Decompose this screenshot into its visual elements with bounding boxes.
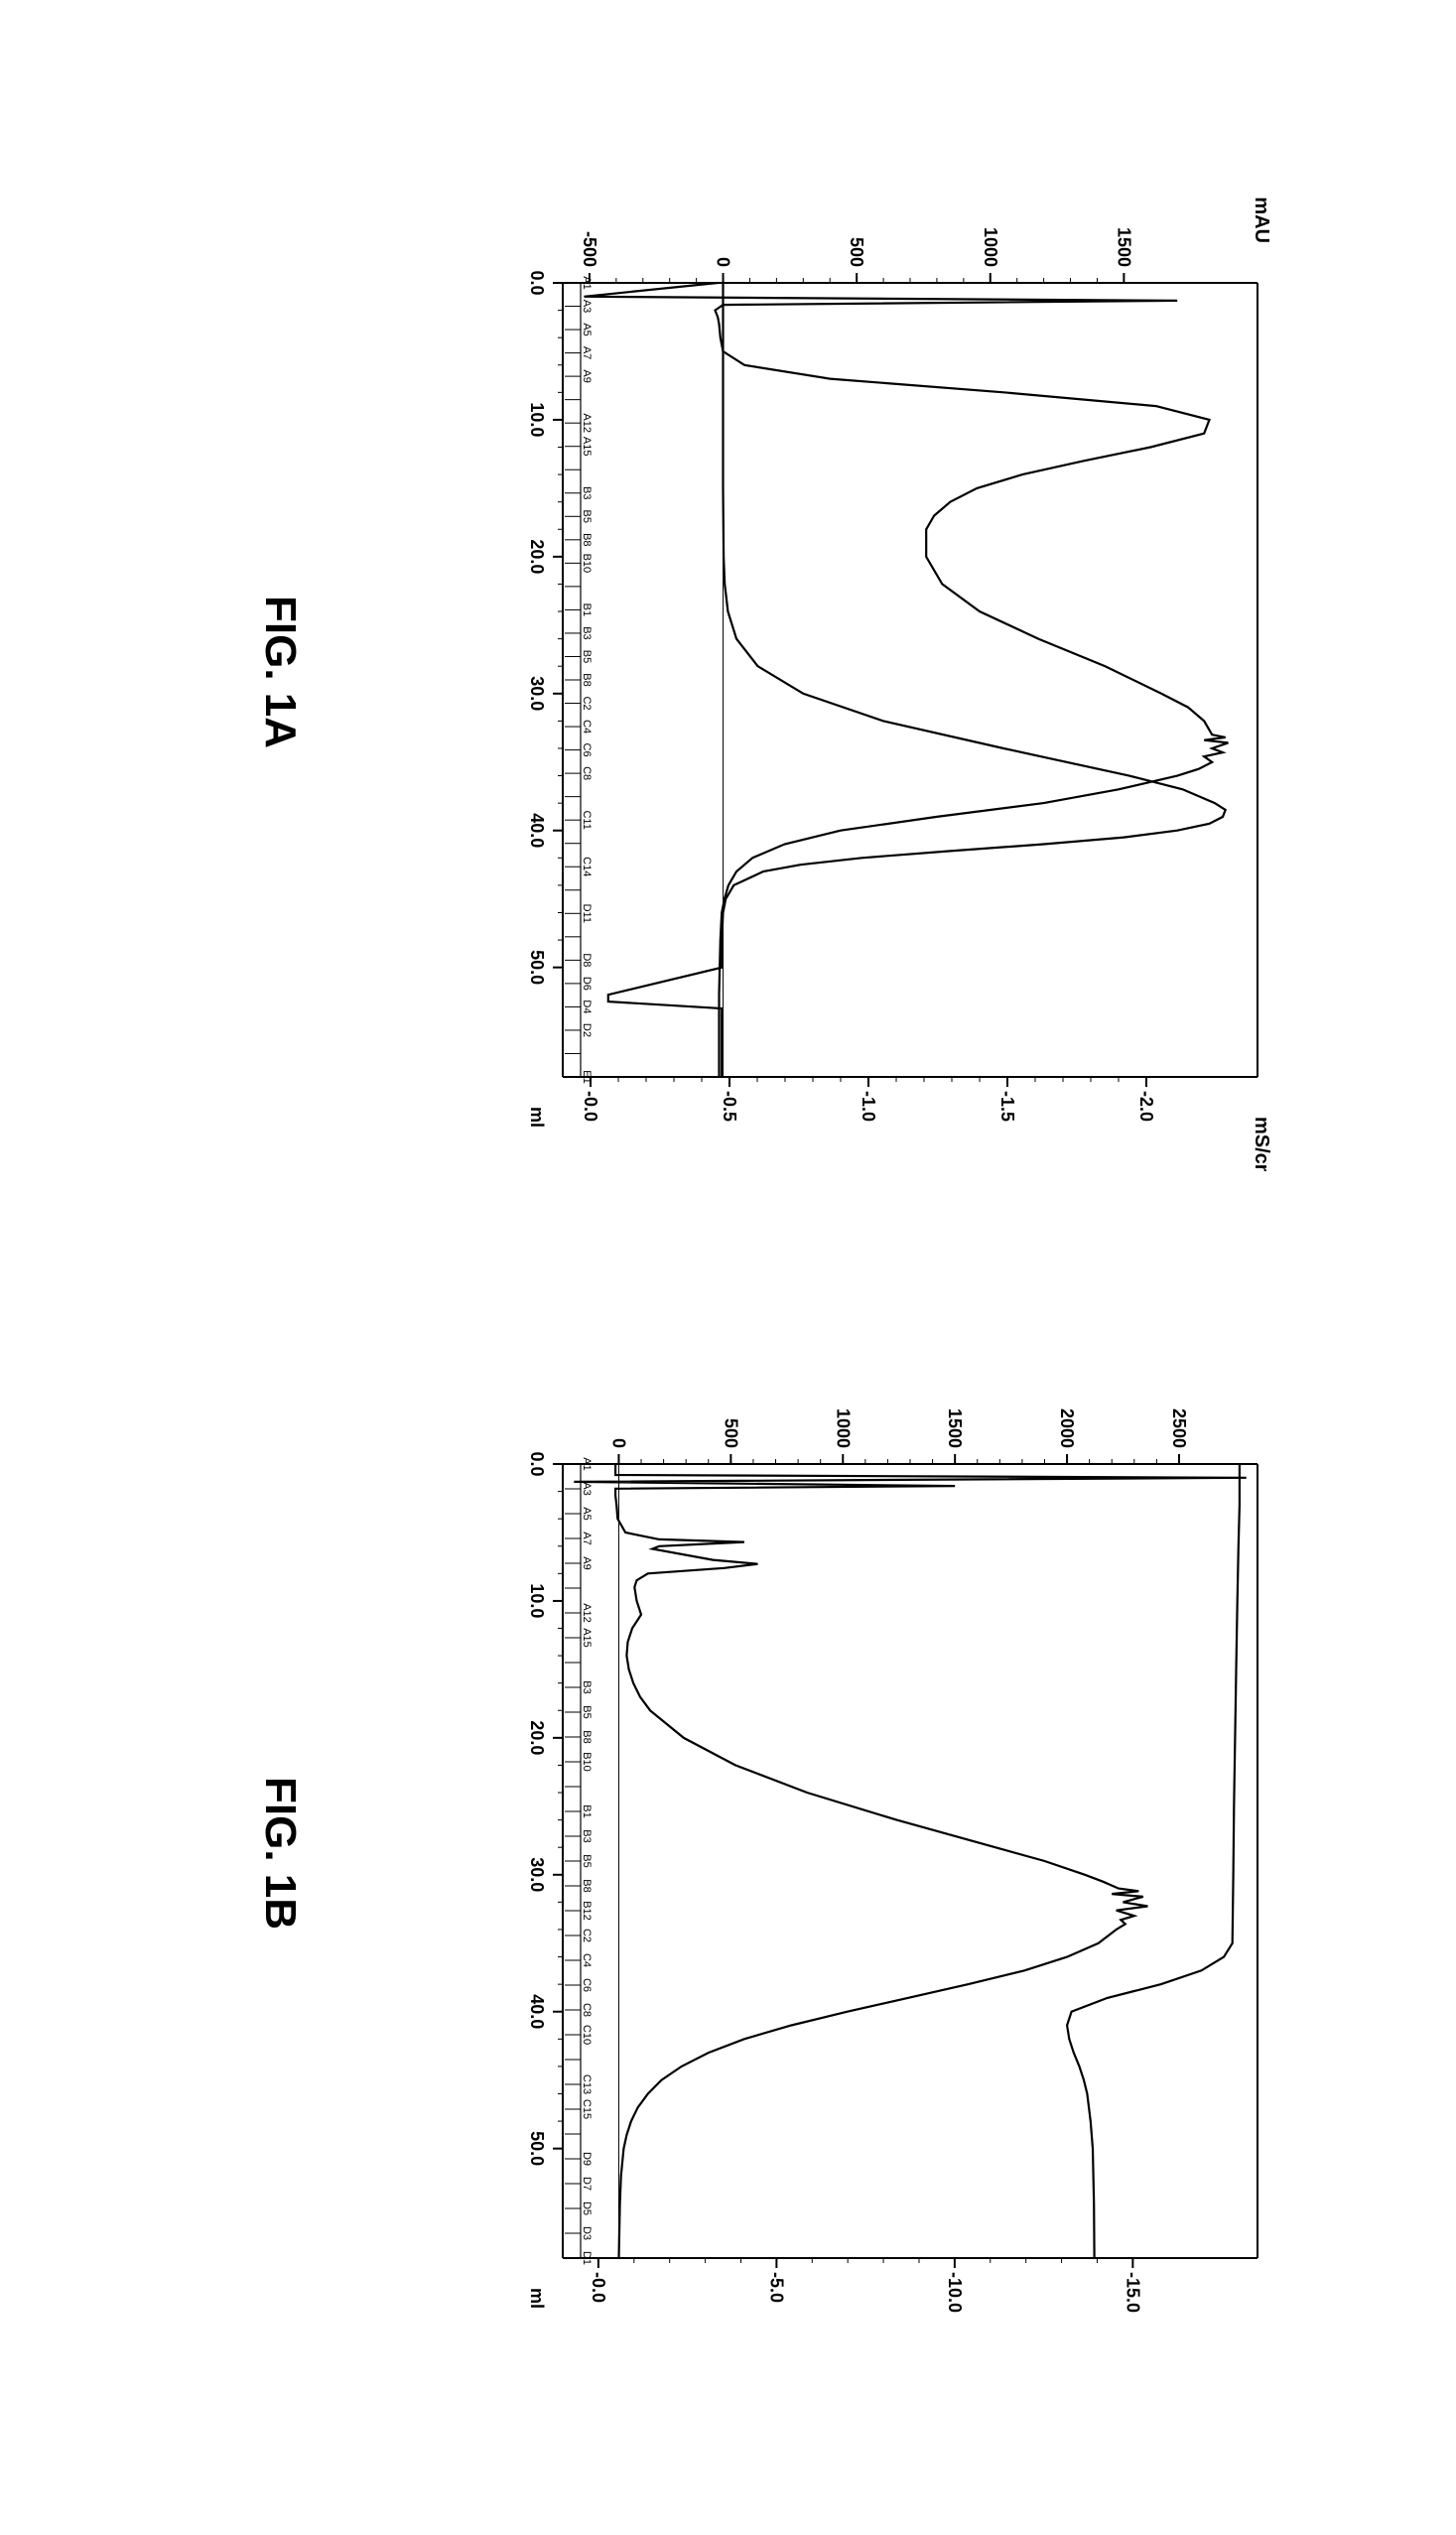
svg-text:A9: A9 [581,1556,593,1569]
svg-text:A15: A15 [581,1628,593,1648]
svg-text:D3: D3 [581,2226,593,2240]
chart-panel-b: 0 500 1000 1500 2000 2500 -0.0 -5.0 -10.0 -15.0 0.… [463,1360,1277,2352]
svg-text:1500: 1500 [1114,227,1133,267]
svg-text:A3: A3 [581,1482,593,1495]
svg-text:10.0: 10.0 [527,1583,547,1618]
svg-text:C15: C15 [581,2099,593,2119]
svg-text:40.0: 40.0 [527,1994,547,2029]
svg-text:C4: C4 [581,1953,593,1967]
svg-text:-0.0: -0.0 [589,2272,608,2303]
svg-text:50.0: 50.0 [527,2131,547,2166]
chart-panel-a: -500 0 500 1000 1500 -0.0 -0.5 -1.0 -1.5 -2.0 0.0 1… [463,179,1277,1171]
svg-text:mAU: mAU [1251,197,1272,243]
svg-text:D5: D5 [581,2201,593,2215]
svg-text:B1: B1 [581,1804,593,1817]
svg-text:1000: 1000 [981,227,1000,267]
svg-text:B3: B3 [581,1680,593,1693]
svg-text:0.0: 0.0 [527,1451,547,1476]
svg-text:-0.5: -0.5 [720,1091,739,1122]
svg-text:C8: C8 [581,766,593,780]
rotated-layout: -500 0 500 1000 1500 -0.0 -0.5 -1.0 -1.5 -2.0 0.0 1… [0,0,1456,2535]
svg-text:D4: D4 [581,1000,593,1013]
svg-text:B1: B1 [581,603,593,616]
svg-text:A12: A12 [581,1603,593,1623]
svg-text:C4: C4 [581,720,593,734]
svg-text:-0.0: -0.0 [581,1091,600,1122]
svg-text:C10: C10 [581,2025,593,2045]
svg-text:B3: B3 [581,486,593,499]
svg-text:mS/cm: mS/cm [1251,1117,1272,1171]
chart-svg-a: -500 0 500 1000 1500 -0.0 -0.5 -1.0 -1.5 -2.0 0.0 1… [463,179,1277,1171]
svg-text:B8: B8 [581,673,593,686]
svg-text:A15: A15 [581,437,593,457]
svg-text:D11: D11 [581,904,593,923]
svg-text:C2: C2 [581,696,593,710]
svg-text:-1.0: -1.0 [859,1091,878,1122]
svg-text:30.0: 30.0 [527,676,547,711]
svg-text:-15.0: -15.0 [1123,2272,1142,2313]
svg-text:B5: B5 [581,1705,593,1718]
svg-text:ml: ml [527,2288,547,2309]
svg-text:A12: A12 [581,413,593,433]
svg-text:B5: B5 [581,650,593,663]
svg-text:1500: 1500 [945,1408,965,1448]
svg-text:2500: 2500 [1169,1408,1189,1448]
svg-text:500: 500 [847,237,866,267]
svg-text:-5.0: -5.0 [766,2272,786,2303]
svg-text:B10: B10 [581,1752,593,1772]
svg-text:B3: B3 [581,626,593,639]
svg-text:A7: A7 [581,1532,593,1544]
svg-text:2000: 2000 [1057,1408,1077,1448]
svg-text:-2.0: -2.0 [1136,1091,1156,1122]
svg-text:20.0: 20.0 [527,539,547,574]
svg-text:B10: B10 [581,554,593,574]
svg-text:C2: C2 [581,1929,593,1942]
svg-text:C6: C6 [581,743,593,757]
svg-text:-500: -500 [580,231,599,267]
svg-text:B8: B8 [581,1879,593,1892]
svg-text:-10.0: -10.0 [945,2272,965,2313]
chart-svg-b: 0 500 1000 1500 2000 2500 -0.0 -5.0 -10.0 -15.0 0.… [463,1360,1277,2352]
figure-page: -500 0 500 1000 1500 -0.0 -0.5 -1.0 -1.5 -2.0 0.0 1… [0,0,1456,2535]
svg-text:40.0: 40.0 [527,813,547,848]
svg-text:ml: ml [527,1107,547,1128]
svg-text:C13: C13 [581,2074,593,2094]
svg-text:-1.5: -1.5 [997,1091,1017,1122]
svg-text:A1: A1 [581,1457,593,1470]
svg-text:20.0: 20.0 [527,1720,547,1755]
svg-text:B12: B12 [581,1901,593,1921]
svg-text:A5: A5 [581,1507,593,1520]
svg-text:A9: A9 [581,369,593,382]
svg-text:B3: B3 [581,1829,593,1842]
svg-text:D7: D7 [581,2177,593,2191]
svg-text:0.0: 0.0 [527,270,547,295]
svg-text:A7: A7 [581,346,593,359]
svg-text:0: 0 [714,257,733,267]
svg-text:B5: B5 [581,1854,593,1867]
svg-text:A1: A1 [581,276,593,289]
svg-text:500: 500 [721,1418,740,1448]
svg-text:D1: D1 [581,2251,593,2265]
svg-text:C14: C14 [581,857,593,876]
svg-text:A3: A3 [581,300,593,313]
svg-text:E1: E1 [581,1070,593,1083]
svg-text:30.0: 30.0 [527,1857,547,1892]
svg-text:C6: C6 [581,1978,593,1992]
svg-text:B8: B8 [581,1730,593,1743]
figure-label-b: FIG. 1B [255,1777,305,1930]
svg-text:A5: A5 [581,323,593,335]
svg-text:D8: D8 [581,953,593,967]
svg-text:C8: C8 [581,2003,593,2017]
svg-text:1000: 1000 [833,1408,853,1448]
svg-text:C11: C11 [581,810,593,829]
svg-text:D9: D9 [581,2152,593,2166]
svg-text:B5: B5 [581,510,593,523]
svg-text:B8: B8 [581,533,593,546]
svg-text:0: 0 [608,1438,628,1448]
figure-label-a: FIG. 1A [255,596,305,748]
svg-text:D2: D2 [581,1023,593,1037]
svg-text:50.0: 50.0 [527,950,547,985]
svg-text:10.0: 10.0 [527,402,547,437]
svg-text:D6: D6 [581,977,593,991]
